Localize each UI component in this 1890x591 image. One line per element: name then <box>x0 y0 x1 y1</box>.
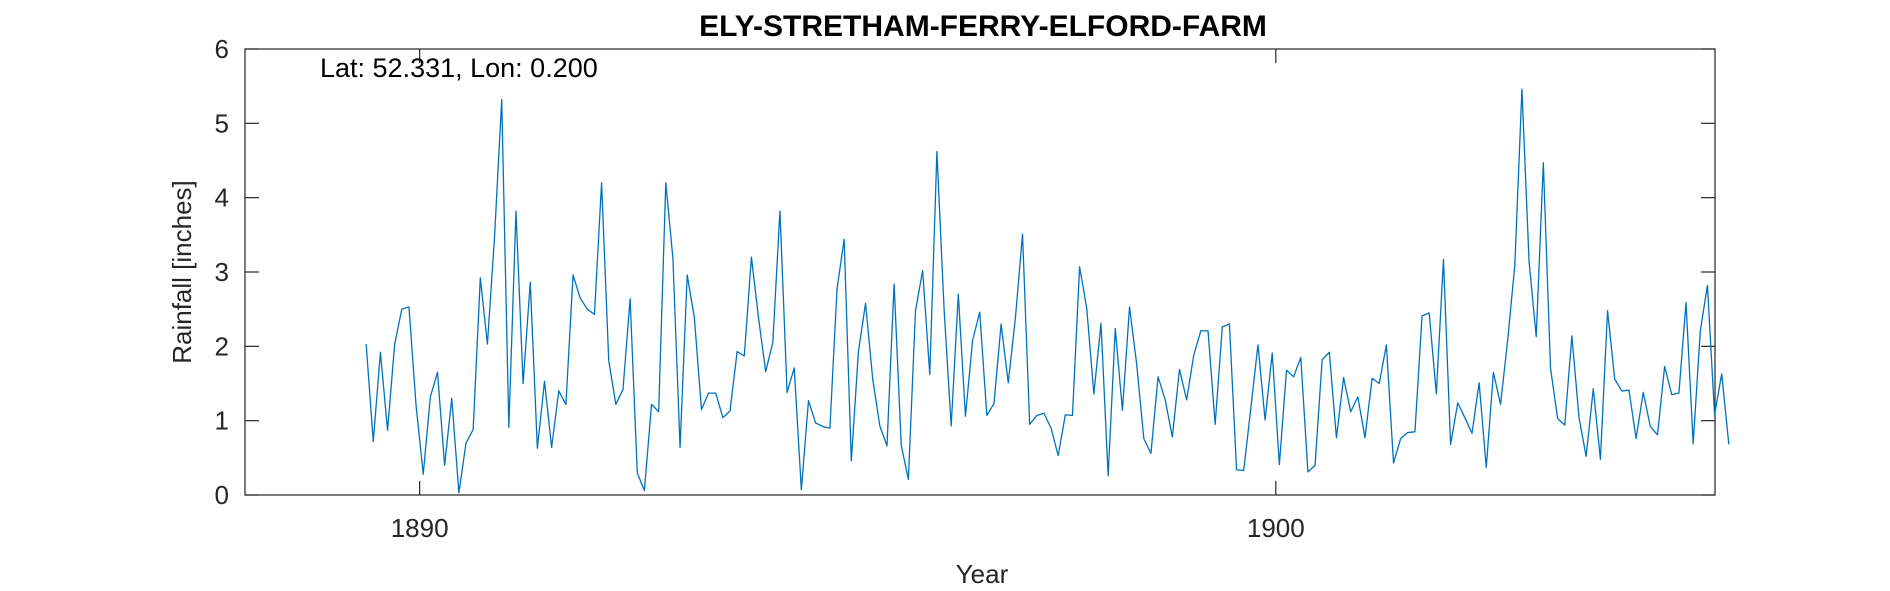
axis-ticks <box>245 48 1715 496</box>
axis-tick-labels: 0 1 2 3 4 5 6 1890 1900 <box>215 34 1305 543</box>
axes-box <box>244 48 1716 496</box>
location-annotation: Lat: 52.331, Lon: 0.200 <box>320 53 598 83</box>
x-tick-label: 1890 <box>391 513 449 543</box>
x-tick-label: 1900 <box>1247 513 1305 543</box>
y-tick-label: 0 <box>215 480 229 510</box>
y-tick-label: 4 <box>215 183 229 213</box>
y-axis-label: Rainfall [inches] <box>167 180 197 364</box>
plot-frame <box>244 48 1716 496</box>
y-tick-label: 5 <box>215 108 229 138</box>
y-tick-label: 6 <box>215 34 229 64</box>
y-tick-label: 2 <box>215 331 229 361</box>
rainfall-series-line <box>365 88 1730 494</box>
y-tick-label: 1 <box>215 406 229 436</box>
chart-title: ELY-STRETHAM-FERRY-ELFORD-FARM <box>699 10 1267 43</box>
y-tick-label: 3 <box>215 257 229 287</box>
x-axis-label: Year <box>956 559 1009 589</box>
